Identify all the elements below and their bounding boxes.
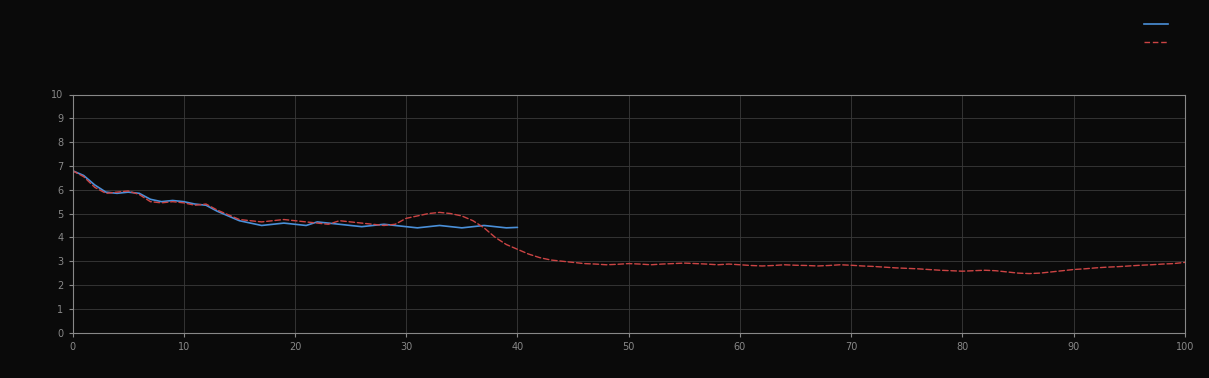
Legend: , : ,: [1140, 16, 1180, 51]
